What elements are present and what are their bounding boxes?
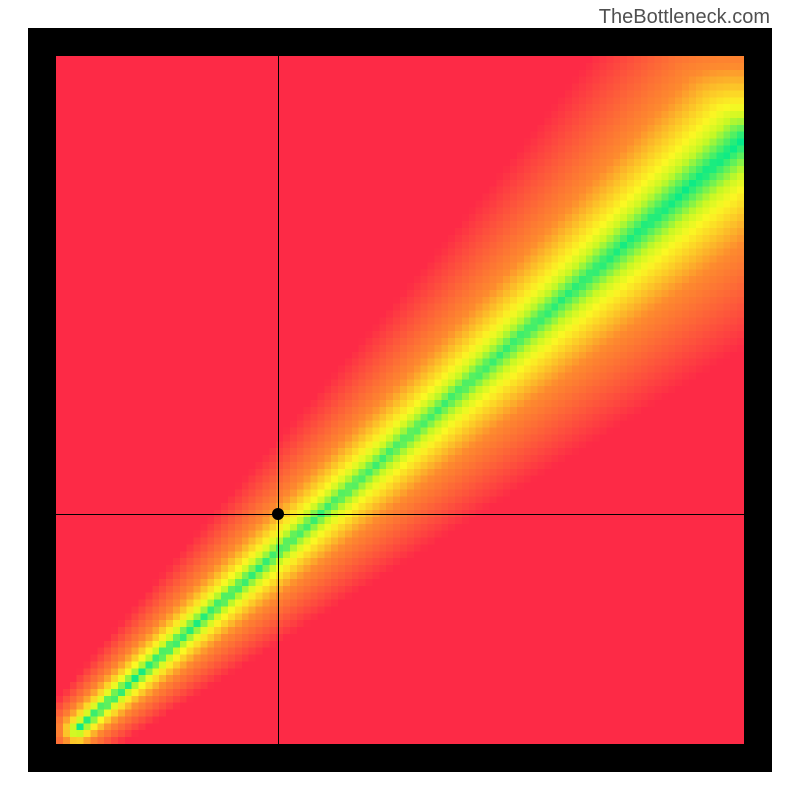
plot-area <box>56 56 744 744</box>
crosshair-horizontal <box>56 514 744 515</box>
chart-container: TheBottleneck.com <box>0 0 800 800</box>
crosshair-vertical <box>278 56 279 744</box>
heatmap-canvas <box>56 56 744 744</box>
watermark-text: TheBottleneck.com <box>599 6 770 29</box>
crosshair-marker <box>272 508 284 520</box>
